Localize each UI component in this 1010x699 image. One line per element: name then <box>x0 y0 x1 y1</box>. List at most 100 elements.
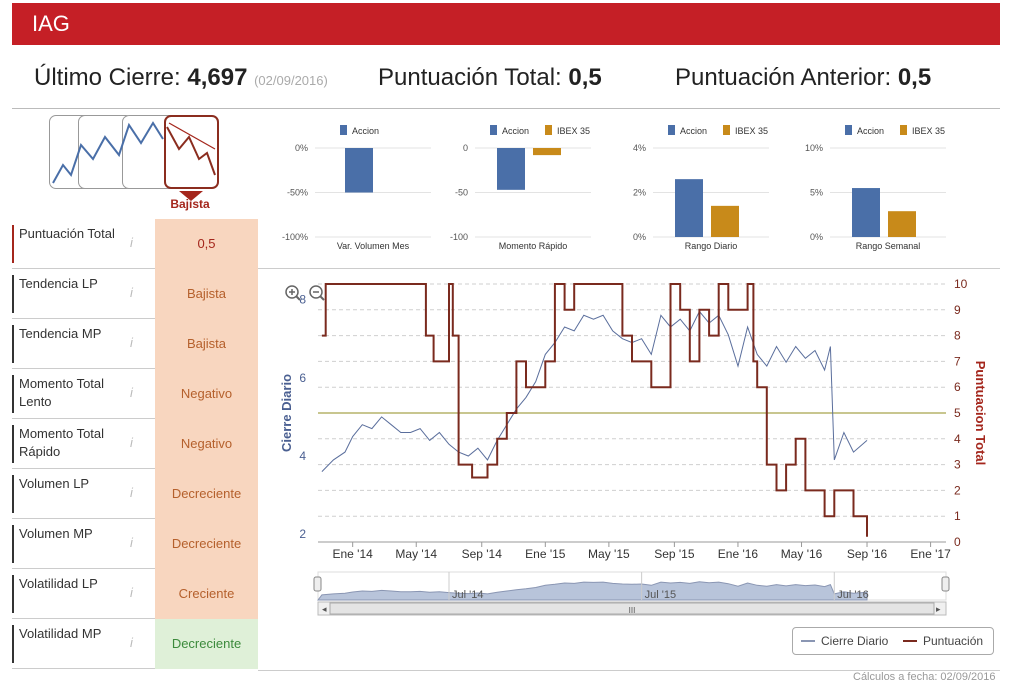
y-left-tick: 8 <box>299 293 306 307</box>
bar <box>675 179 703 237</box>
y-tick-label: 0 <box>463 143 468 153</box>
last-close-value: 4,697 <box>187 64 248 91</box>
legend-label: Accion <box>502 126 529 136</box>
legend-swatch <box>900 125 907 135</box>
legend-item-cierre[interactable]: Cierre Diario <box>821 634 889 648</box>
indicator-name: Volumen LP <box>12 475 132 513</box>
divider <box>258 268 1000 269</box>
table-row: Tendencia LP i Bajista <box>12 269 258 319</box>
info-icon[interactable]: i <box>130 335 133 350</box>
legend-swatch <box>340 125 347 135</box>
scrollbar-grip: III <box>629 606 636 615</box>
indicator-name: Momento Total Rápido <box>12 425 132 463</box>
navigator-handle-left[interactable] <box>313 576 322 592</box>
y-right-tick: 3 <box>954 458 961 472</box>
bar-charts: 0% -50% -100% Accion Var. Volumen Mes 0 -50 -10… <box>282 125 946 251</box>
bar-chart-panel: 10% 5% 0% Accion IBEX 35 Rango Semanal <box>805 125 946 251</box>
x-tick-label: May '14 <box>395 547 437 561</box>
indicator-name: Tendencia MP <box>12 325 132 363</box>
navigator-label: Jul '15 <box>645 589 676 601</box>
bar <box>888 211 916 237</box>
previous-score: Puntuación Anterior: 0,5 <box>675 64 932 91</box>
trend-selected-label: Bajista <box>170 197 210 211</box>
info-icon[interactable]: i <box>130 285 133 300</box>
indicator-name: Volumen MP <box>12 525 132 563</box>
bar <box>345 148 373 193</box>
series-cierre-line <box>321 310 868 472</box>
y-tick-label: -50 <box>455 188 468 198</box>
info-icon[interactable]: i <box>130 635 133 650</box>
indicator-name: Volatilidad LP <box>12 575 132 613</box>
indicator-name: Volatilidad MP <box>12 625 132 663</box>
info-icon[interactable]: i <box>130 235 133 250</box>
info-icon[interactable]: i <box>130 535 133 550</box>
scroll-left-icon[interactable]: ◂ <box>322 604 327 614</box>
legend-swatch <box>490 125 497 135</box>
total-score-value: 0,5 <box>568 64 602 91</box>
y-tick-label: -100% <box>282 232 308 242</box>
indicator-name: Tendencia LP <box>12 275 132 313</box>
legend-label: Accion <box>857 126 884 136</box>
y-tick-label: 0% <box>810 232 823 242</box>
bar <box>533 148 561 156</box>
x-tick-label: Ene '15 <box>525 547 566 561</box>
scroll-right-icon[interactable]: ▸ <box>936 604 941 614</box>
legend-swatch <box>723 125 730 135</box>
navigator[interactable]: Jul '14 Jul '15 Jul '16 <box>313 571 950 601</box>
y-left-tick: 6 <box>299 371 306 385</box>
navigator-scrollbar[interactable]: III ◂ ▸ <box>317 601 947 616</box>
legend-swatch <box>668 125 675 135</box>
info-icon[interactable]: i <box>130 435 133 450</box>
y-right-tick: 0 <box>954 535 961 549</box>
indicator-value: Decreciente <box>155 619 258 669</box>
table-row: Volatilidad MP i Decreciente <box>12 619 258 669</box>
scores-bar: Último Cierre: 4,697 (02/09/2016) Puntua… <box>0 58 1010 98</box>
zoom-in-icon[interactable] <box>285 285 301 301</box>
y-right-tick: 9 <box>954 303 961 317</box>
navigator-handle-right[interactable] <box>941 576 950 592</box>
bar <box>711 205 739 237</box>
trend-bajista-icon <box>164 115 219 189</box>
legend-swatch <box>545 125 552 135</box>
legend-item-puntuacion[interactable]: Puntuación <box>923 634 984 648</box>
y-tick-label: 4% <box>633 143 646 153</box>
y-tick-label: 2% <box>633 188 646 198</box>
y-tick-label: 5% <box>810 188 823 198</box>
y-tick-label: 0% <box>633 232 646 242</box>
divider <box>258 670 1000 671</box>
x-tick-label: Ene '14 <box>333 547 374 561</box>
y-tick-label: -100 <box>450 232 468 242</box>
y-right-tick: 10 <box>954 277 968 291</box>
scrollbar-thumb[interactable] <box>329 602 935 615</box>
last-close: Último Cierre: 4,697 (02/09/2016) <box>34 64 328 91</box>
indicator-name: Momento Total Lento <box>12 375 132 413</box>
legend-label: Accion <box>680 126 707 136</box>
x-tick-label: Sep '14 <box>462 547 503 561</box>
table-row: Momento Total Lento i Negativo <box>12 369 258 419</box>
table-row: Volumen LP i Decreciente <box>12 469 258 519</box>
zoom-out-icon[interactable] <box>309 285 325 301</box>
info-icon[interactable]: i <box>130 485 133 500</box>
bar-chart-panel: 0 -50 -100 Accion IBEX 35 Momento Rápido <box>450 125 591 251</box>
x-tick-label: Ene '17 <box>910 547 951 561</box>
info-icon[interactable]: i <box>130 385 133 400</box>
x-tick-label: Ene '16 <box>718 547 759 561</box>
indicator-value: Decreciente <box>155 469 258 519</box>
y-right-tick: 1 <box>954 509 961 523</box>
indicator-table: Puntuación Total i 0,5 Tendencia LP i Bajista… <box>12 219 258 669</box>
bar-chart-title: Rango Diario <box>685 241 738 251</box>
y-right-tick: 5 <box>954 406 961 420</box>
info-icon[interactable]: i <box>130 585 133 600</box>
previous-score-value: 0,5 <box>897 64 932 91</box>
legend-label: IBEX 35 <box>912 126 945 136</box>
total-score: Puntuación Total: 0,5 <box>378 64 602 91</box>
y-left-tick: 4 <box>299 449 306 463</box>
chart-legend[interactable]: Cierre Diario Puntuación <box>792 627 994 655</box>
bar <box>852 188 880 237</box>
y-right-tick: 8 <box>954 329 961 343</box>
y-tick-label: 0% <box>295 143 308 153</box>
calc-date: Cálculos a fecha: 02/09/2016 <box>853 671 996 683</box>
indicator-value: Decreciente <box>155 519 258 569</box>
table-row: Puntuación Total i 0,5 <box>12 219 258 269</box>
